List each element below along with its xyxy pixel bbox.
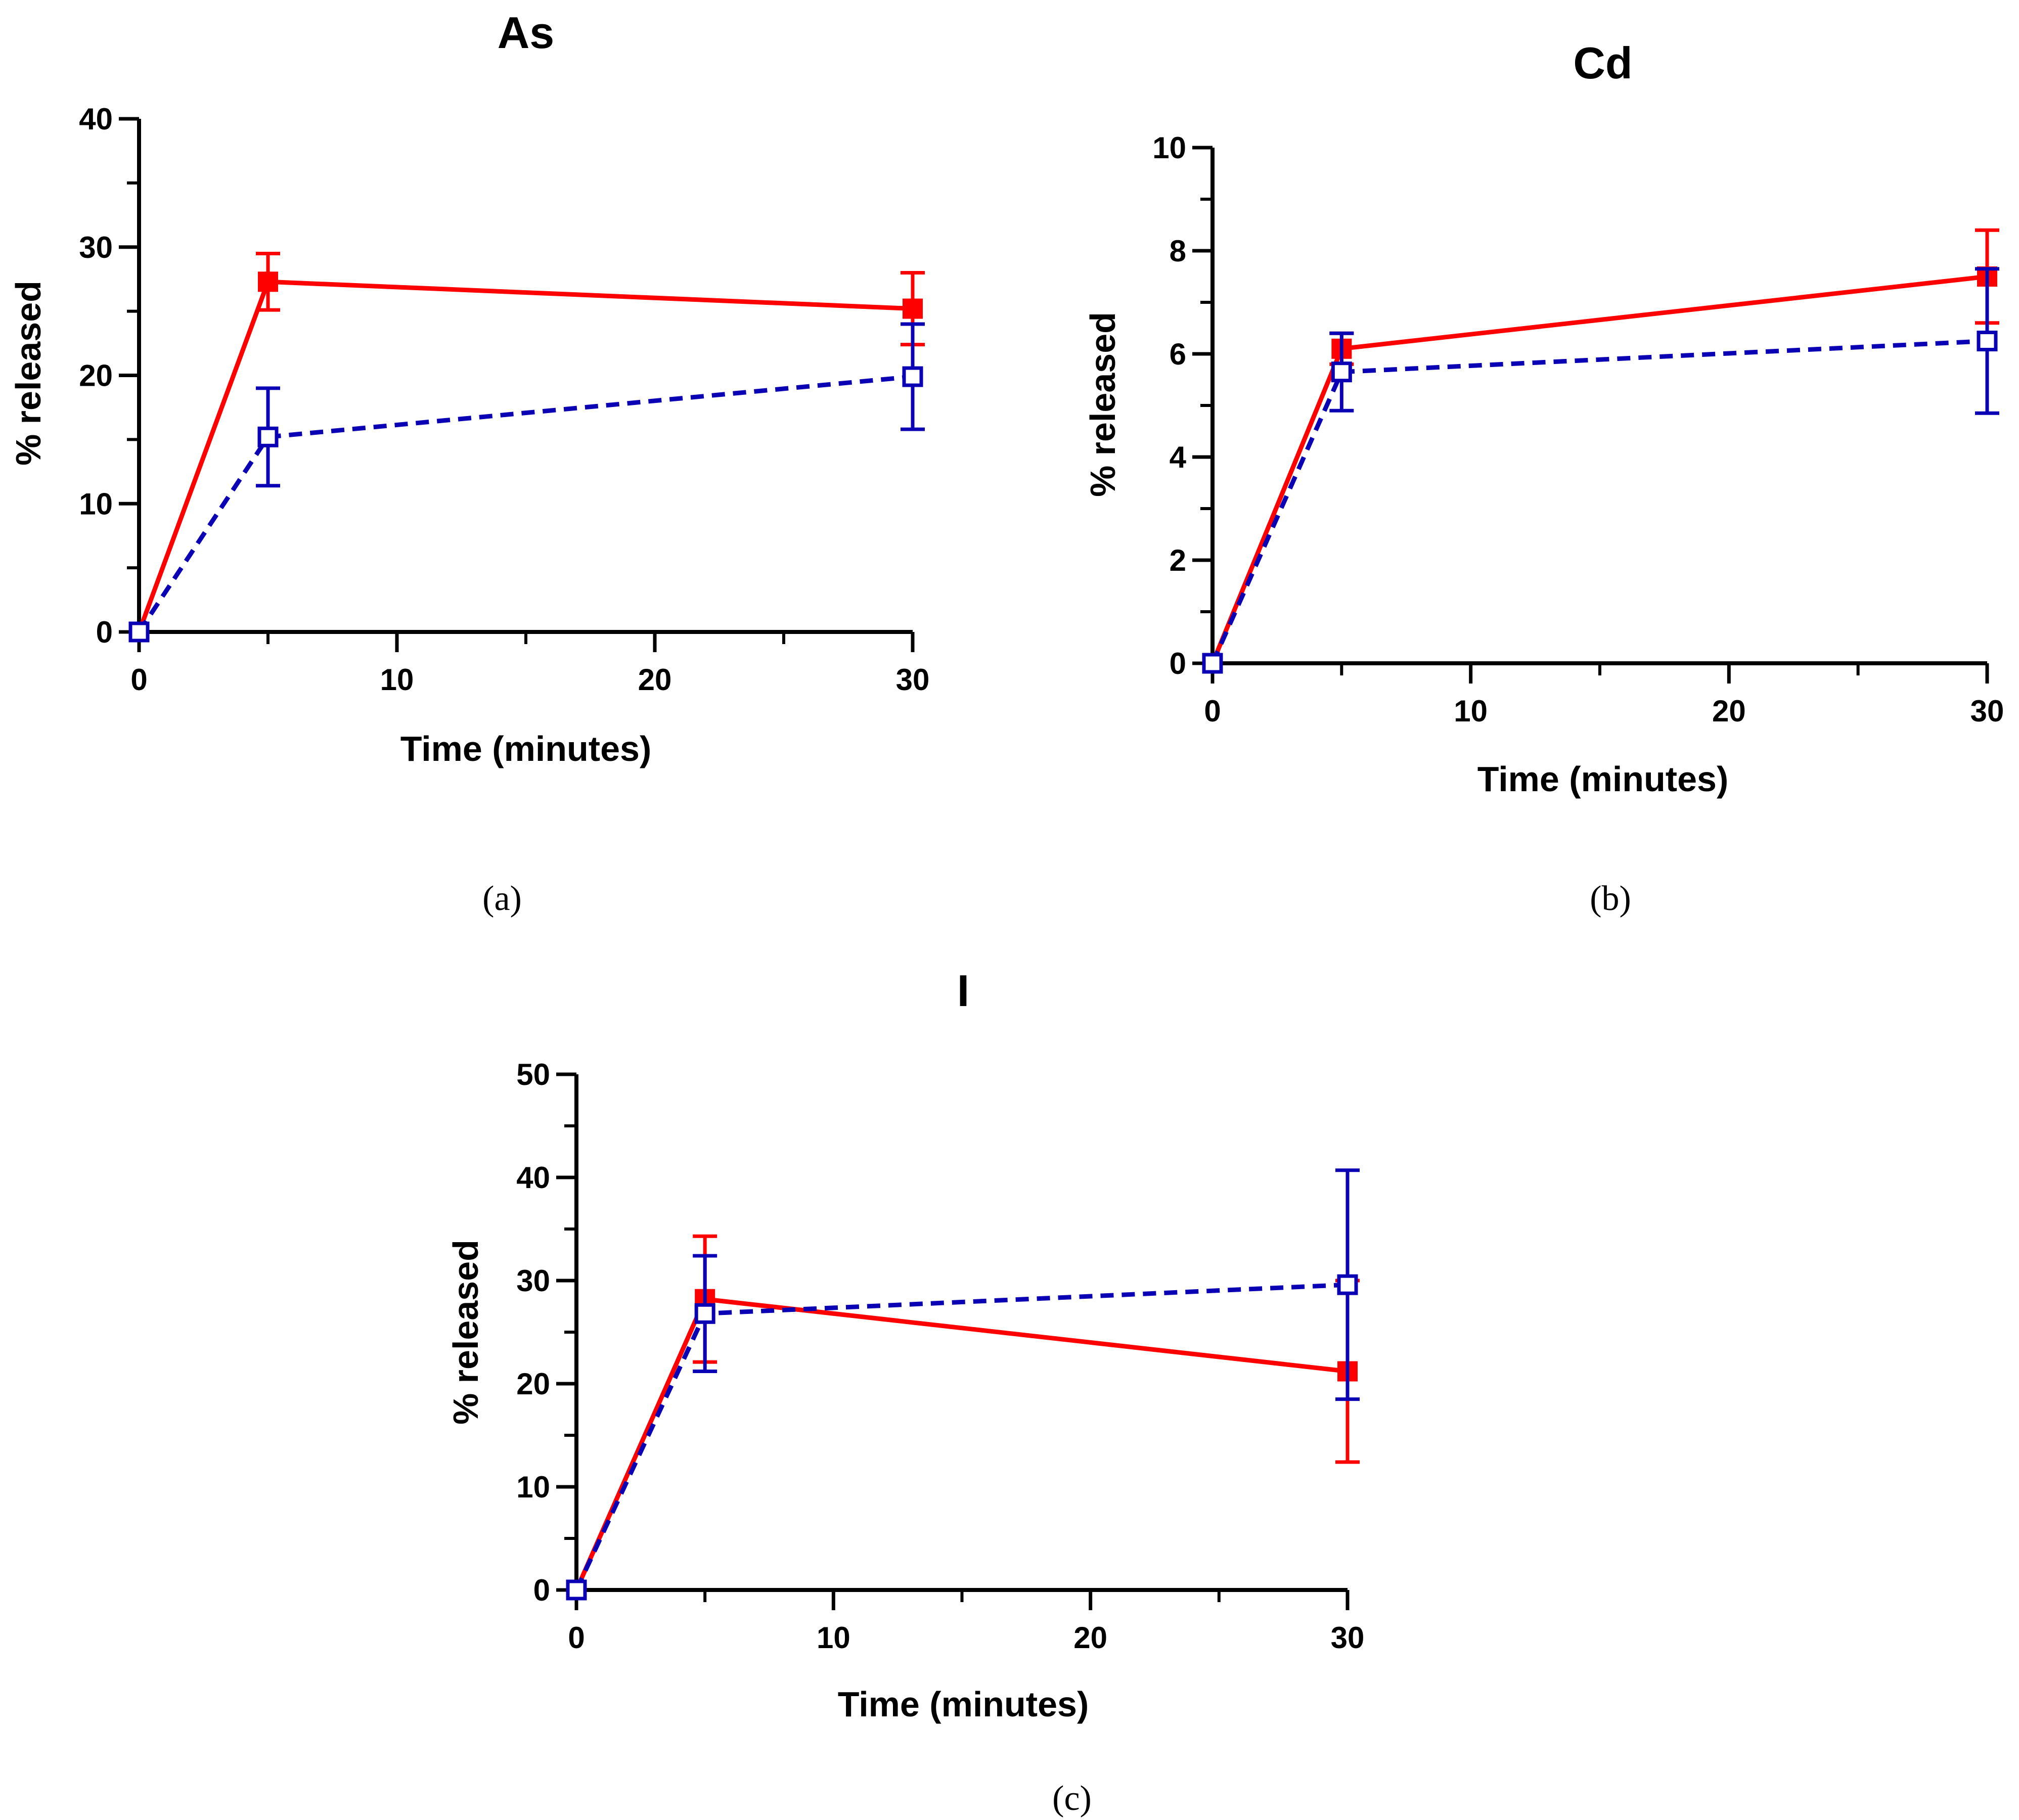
chart-title: I (957, 966, 969, 1016)
x-tick-label: 30 (896, 663, 930, 697)
y-tick-label: 4 (1170, 440, 1187, 474)
series-open-line (1210, 339, 1988, 664)
y-tick-label: 10 (516, 1470, 550, 1504)
y-tick-label: 10 (1152, 131, 1186, 165)
series-filled-point (258, 271, 278, 292)
x-tick-label: 20 (1073, 1621, 1107, 1655)
x-axis-label: Time (minutes) (400, 729, 652, 768)
series-open-point (566, 1579, 587, 1601)
series-open-point (1331, 361, 1352, 383)
x-tick-label: 20 (1712, 694, 1746, 728)
chart-title: As (498, 8, 555, 58)
chart-panel-i: I % released Time (minutes) (c) 0 10 20 30 4… (446, 966, 1364, 1818)
series-filled-point (903, 298, 923, 319)
y-tick-label: 10 (79, 487, 113, 521)
y-tick-label: 20 (516, 1367, 550, 1401)
series-filled-line (574, 1297, 1348, 1591)
y-tick-label: 40 (79, 102, 113, 136)
panel-label: (b) (1590, 879, 1631, 918)
chart-panel-as: As % released Time (minutes) (a) 0 10 20 30… (9, 8, 929, 918)
y-tick-label: 0 (96, 615, 113, 649)
x-tick-label: 20 (638, 663, 672, 697)
x-tick-label: 10 (380, 663, 414, 697)
series-open-line (137, 374, 913, 633)
y-tick-label: 40 (516, 1161, 550, 1195)
series-open-point (694, 1303, 715, 1324)
y-axis-label: % released (1083, 312, 1123, 497)
chart-panel-cd: Cd % released Time (minutes) (b) 0 2 4 6 8 10… (1083, 38, 2004, 918)
y-tick-label: 30 (79, 231, 113, 264)
chart-title: Cd (1573, 38, 1632, 88)
series-filled-line (137, 279, 913, 633)
series-open-point (1202, 653, 1223, 674)
y-tick-label: 0 (533, 1573, 550, 1607)
x-tick-label: 0 (568, 1621, 585, 1655)
series-open-point (902, 366, 923, 387)
y-tick-label: 0 (1170, 647, 1186, 680)
x-axis-label: Time (minutes) (1477, 759, 1729, 799)
x-tick-label: 30 (1331, 1621, 1365, 1655)
y-tick-label: 2 (1170, 543, 1186, 577)
series-open-point (1337, 1274, 1358, 1295)
x-tick-label: 10 (817, 1621, 850, 1655)
x-tick-label: 30 (1970, 694, 2004, 728)
y-tick-label: 20 (79, 359, 113, 393)
y-tick-label: 30 (516, 1264, 550, 1298)
x-tick-label: 10 (1454, 694, 1488, 728)
panel-label: (a) (482, 879, 522, 918)
y-axis-label: % released (9, 281, 48, 466)
series-open-point (128, 621, 150, 643)
y-tick-label: 8 (1170, 234, 1186, 268)
y-tick-label: 6 (1170, 337, 1186, 371)
y-tick-label: 50 (516, 1058, 550, 1091)
x-axis-label: Time (minutes) (838, 1685, 1089, 1724)
x-tick-label: 0 (1204, 694, 1221, 728)
series-open-point (257, 426, 279, 447)
panel-label: (c) (1052, 1779, 1092, 1818)
y-axis-label: % released (446, 1240, 485, 1425)
series-filled-line (1210, 274, 1988, 664)
x-tick-label: 0 (130, 663, 147, 697)
series-open-point (1977, 331, 1998, 351)
